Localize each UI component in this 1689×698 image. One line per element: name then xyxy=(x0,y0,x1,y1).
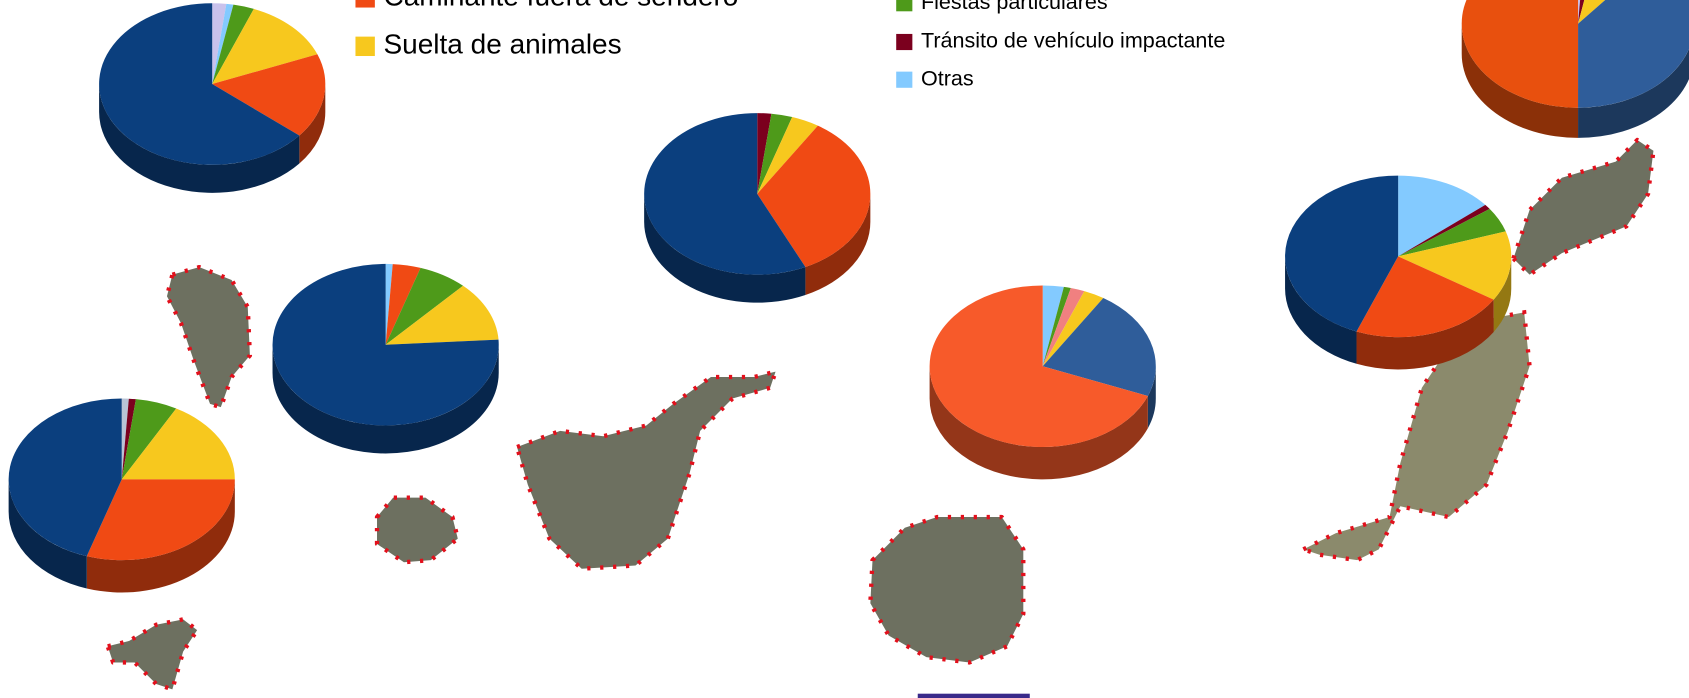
legend-label: Suelta de animales xyxy=(383,29,621,60)
pie-slice xyxy=(1578,0,1585,24)
legend-swatch xyxy=(896,0,913,12)
pie-slice xyxy=(1578,0,1581,24)
pie xyxy=(1285,175,1512,370)
pie-slice xyxy=(212,8,318,85)
pie-slice xyxy=(212,4,254,85)
pie-slice xyxy=(1285,175,1399,332)
pie-slice xyxy=(272,263,499,426)
pie-side xyxy=(99,84,300,193)
pie xyxy=(99,3,326,193)
pie xyxy=(8,398,235,593)
pie-side xyxy=(272,344,499,454)
pie-slice xyxy=(757,117,818,194)
pie-slice xyxy=(385,285,499,345)
pie-slice xyxy=(1578,0,1689,108)
island-la-palma xyxy=(164,264,253,410)
pie-side xyxy=(299,84,326,164)
legend-swatch xyxy=(896,71,913,88)
legend-swatch xyxy=(896,33,913,51)
pie-slice xyxy=(757,113,793,194)
pie-slice xyxy=(212,3,227,85)
island-lanzarote xyxy=(1511,137,1656,277)
pie-slice xyxy=(121,408,235,480)
pie-slice xyxy=(644,113,806,275)
pie-slice xyxy=(1461,0,1579,108)
pie-slice xyxy=(385,264,421,345)
pie-slice xyxy=(1398,175,1486,257)
pie-side xyxy=(1578,48,1689,138)
island-gran-canaria xyxy=(868,514,1026,665)
pie-side xyxy=(1356,299,1494,370)
pie-slice xyxy=(385,263,393,345)
pies xyxy=(8,0,1689,593)
legend-label: Otras xyxy=(921,66,974,90)
island-la-gomera xyxy=(374,495,460,565)
pie-slice xyxy=(1042,285,1064,367)
pie-slice xyxy=(1042,286,1071,367)
pie-slice xyxy=(1042,291,1104,367)
pie-slice xyxy=(757,113,772,194)
pie-slice xyxy=(212,3,234,85)
pie-slice xyxy=(757,125,871,267)
pie-slice xyxy=(121,398,129,480)
legend-label: Tránsito de vehículo impactante xyxy=(921,29,1225,53)
legend-swatch xyxy=(355,0,375,8)
islands xyxy=(105,137,1656,692)
pie-slice xyxy=(212,54,326,136)
pie xyxy=(929,285,1156,480)
pie-side xyxy=(1461,23,1579,138)
island-fuerteventura xyxy=(1297,309,1532,563)
pie-slice xyxy=(121,398,136,480)
pie-side xyxy=(929,366,1148,480)
pie-slice xyxy=(1398,231,1512,300)
pie-slice xyxy=(86,479,235,561)
pie-slice xyxy=(929,285,1148,448)
pie xyxy=(1461,0,1689,138)
legend: Caminante fuera de sendero Suelta de anim… xyxy=(355,0,1225,90)
pie-side xyxy=(1285,256,1357,364)
island-el-hierro xyxy=(105,617,200,692)
legend-swatch xyxy=(355,36,375,57)
pie-slice xyxy=(1042,287,1085,367)
pie-side xyxy=(805,193,871,295)
scale-bar xyxy=(917,693,1030,698)
legend-label: Caminante fuera de sendero xyxy=(383,0,738,11)
pie-side xyxy=(1147,366,1156,429)
pie-side xyxy=(86,479,235,593)
pie xyxy=(644,113,871,303)
pie-slice xyxy=(1042,298,1156,396)
pie-slice xyxy=(1398,204,1490,257)
legend-label: Fiestas particulares xyxy=(921,0,1108,14)
pie-side xyxy=(1493,256,1512,332)
pie-slice xyxy=(1398,208,1506,257)
pie-side xyxy=(644,193,806,303)
pie xyxy=(272,263,499,454)
pie-slice xyxy=(121,399,177,480)
island-tenerife xyxy=(514,369,778,571)
pie-side xyxy=(8,479,87,589)
pie-slice xyxy=(385,267,464,345)
pie-slice xyxy=(8,398,122,557)
pie-slice xyxy=(99,3,300,165)
pie-slice xyxy=(1356,256,1494,338)
pie-slice xyxy=(1578,0,1606,24)
